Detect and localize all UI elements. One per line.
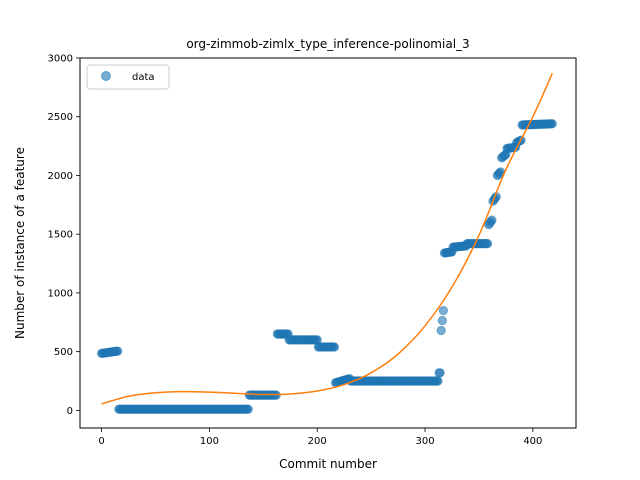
- y-tick-label: 500: [54, 347, 73, 358]
- data-point: [113, 346, 123, 356]
- y-tick-label: 2000: [48, 171, 73, 182]
- data-point: [438, 305, 448, 316]
- x-tick-label: 100: [200, 436, 219, 447]
- data-point: [329, 342, 340, 352]
- plot-area: [96, 72, 557, 414]
- data-point: [243, 404, 253, 414]
- y-tick-label: 2500: [48, 112, 73, 123]
- y-tick-label: 1000: [48, 288, 73, 299]
- x-axis-label: Commit number: [279, 457, 377, 471]
- data-point: [487, 215, 497, 225]
- y-axis-label: Number of instance of a feature: [13, 147, 27, 339]
- data-point: [482, 238, 493, 249]
- y-tick-label: 3000: [48, 54, 73, 65]
- y-tick-label: 0: [67, 406, 73, 417]
- legend: data: [86, 64, 170, 90]
- data-point: [436, 325, 446, 336]
- data-point: [437, 315, 447, 326]
- legend-marker-icon: [101, 71, 111, 81]
- data-point: [433, 376, 443, 386]
- legend-label: data: [132, 72, 155, 83]
- x-tick-label: 200: [308, 436, 327, 447]
- x-tick-label: 400: [523, 436, 542, 447]
- data-point: [435, 368, 445, 378]
- axis-ticks: 0 100 200 300 400 0 500 1000 1500 2000 2500 3000: [48, 54, 543, 448]
- fit-curve-line: [101, 72, 553, 405]
- y-tick-label: 1500: [48, 230, 73, 241]
- legend-box: [86, 64, 170, 90]
- data-point: [547, 119, 557, 129]
- x-tick-label: 0: [98, 436, 104, 447]
- x-tick-label: 300: [415, 436, 434, 447]
- axes-frame: [79, 57, 577, 429]
- chart-title: org-zimmob-zimlx_type_inference-polinomi…: [186, 37, 469, 51]
